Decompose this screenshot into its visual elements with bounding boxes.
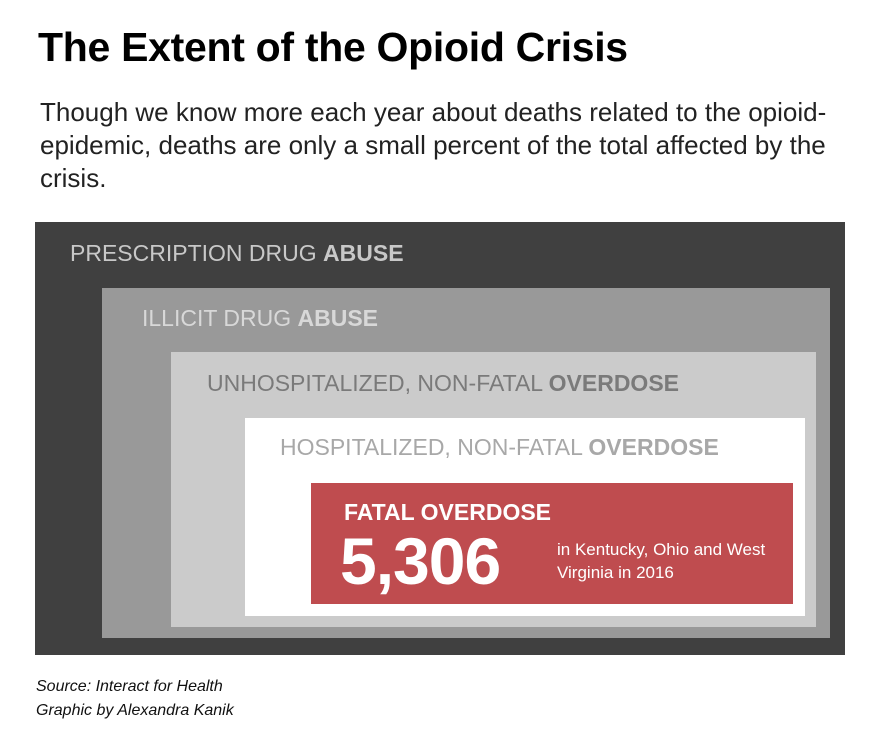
credit-note: Graphic by Alexandra Kanik bbox=[36, 702, 234, 719]
label-unhospitalized-overdose: UNHOSPITALIZED, NON-FATAL OVERDOSE bbox=[207, 370, 680, 396]
label-prescription-drug-abuse: PRESCRIPTION DRUG ABUSE bbox=[70, 240, 404, 266]
subtitle: Though we know more each year about deat… bbox=[40, 97, 827, 193]
fatal-count: 5,306 bbox=[340, 524, 501, 598]
label-hospitalized-overdose: HOSPITALIZED, NON-FATAL OVERDOSE bbox=[280, 434, 719, 460]
box-fatal-overdose bbox=[311, 483, 793, 604]
fatal-description: in Kentucky, Ohio and West Virginia in 2… bbox=[557, 540, 766, 582]
label-illicit-drug-abuse: ILLICIT DRUG ABUSE bbox=[142, 305, 379, 331]
source-note: Source: Interact for Health bbox=[36, 678, 223, 695]
page-title: The Extent of the Opioid Crisis bbox=[38, 24, 628, 70]
label-fatal-overdose: FATAL OVERDOSE bbox=[344, 499, 552, 525]
